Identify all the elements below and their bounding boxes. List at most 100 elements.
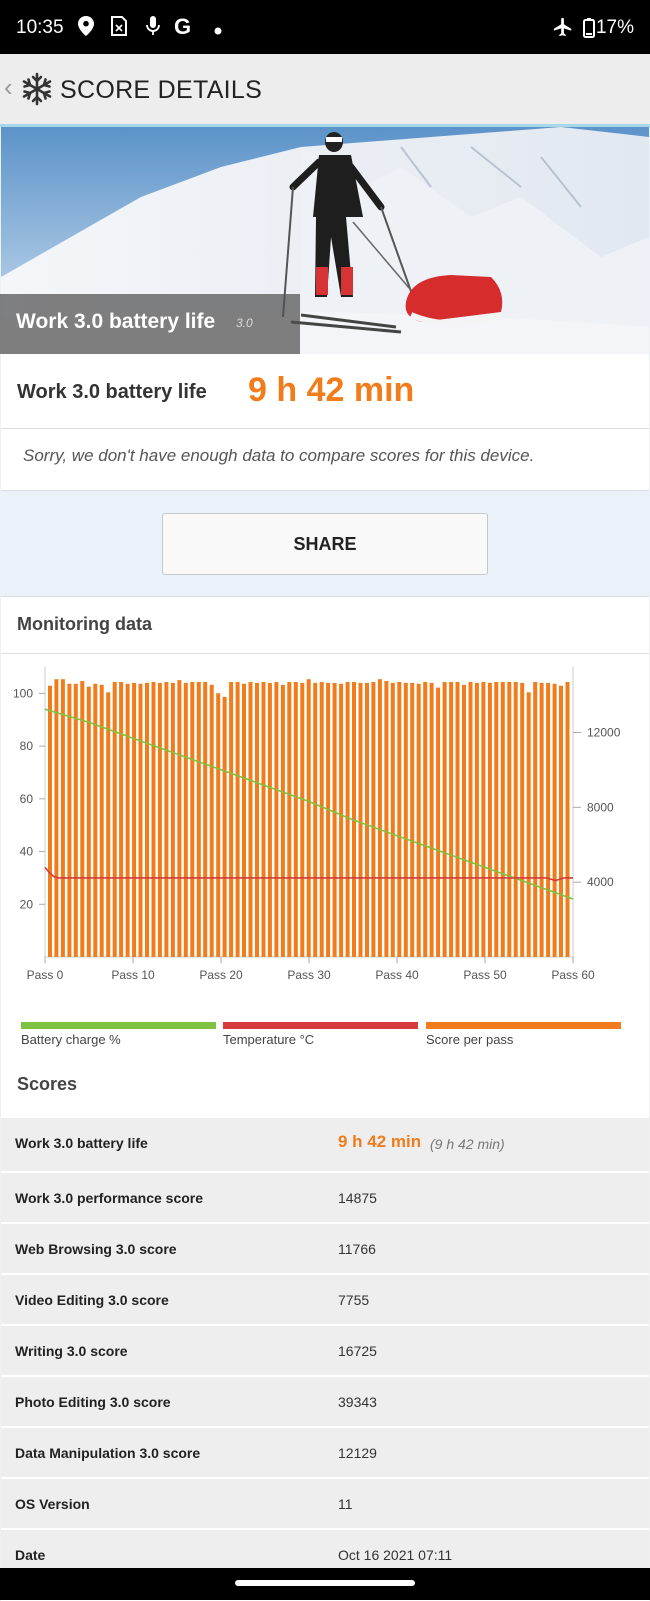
- airplane-icon: [552, 16, 574, 43]
- score-value: 11766: [338, 1241, 376, 1257]
- score-bar: [242, 683, 246, 957]
- table-row: Photo Editing 3.0 score 39343: [1, 1377, 649, 1428]
- hero-caption-version: 3.0: [236, 316, 253, 330]
- score-bar: [216, 693, 221, 957]
- status-bar: 10:35 G 17%: [0, 0, 650, 54]
- score-label: Video Editing 3.0 score: [15, 1292, 169, 1308]
- scores-title: Scores: [17, 1074, 78, 1094]
- score-row-battery-life: Work 3.0 battery life 9 h 42 min (9 h 42…: [1, 1118, 649, 1173]
- back-chevron-icon[interactable]: ‹: [4, 72, 13, 102]
- table-row: Web Browsing 3.0 score 11766: [1, 1224, 649, 1275]
- x-tick-label: Pass 10: [111, 968, 155, 982]
- score-bar: [280, 684, 285, 957]
- score-bar: [384, 681, 389, 957]
- score-bar: [462, 684, 466, 957]
- monitoring-divider: [1, 653, 649, 654]
- score-bar: [54, 679, 59, 957]
- score-value: 11: [338, 1496, 353, 1512]
- battery-icon: [583, 18, 595, 43]
- legend-battery: Battery charge %: [21, 1022, 216, 1047]
- score-label: Photo Editing 3.0 score: [15, 1394, 171, 1410]
- score-value: 12129: [338, 1445, 377, 1461]
- right-tick-label: 12000: [587, 725, 621, 739]
- score-bar: [190, 682, 195, 957]
- score-bar: [546, 682, 551, 957]
- score-bar: [552, 683, 557, 957]
- score-bar: [358, 682, 363, 957]
- temperature-line: [44, 866, 573, 882]
- score-bar: [157, 682, 162, 957]
- monitoring-chart: 20 40 60 80 100 4000 8000 12000 Pass 0 Pass 10 Pas…: [13, 667, 621, 982]
- score-bar: [235, 682, 240, 957]
- result-divider: [1, 428, 649, 429]
- left-tick-label: 80: [20, 739, 34, 753]
- score-bar: [248, 682, 253, 957]
- score-bar: [261, 682, 266, 957]
- x-tick-label: Pass 20: [199, 968, 243, 982]
- score-bar: [487, 682, 492, 957]
- x-tick-label: Pass 40: [375, 968, 419, 982]
- legend-temperature-swatch: [223, 1022, 418, 1029]
- score-bar: [494, 682, 499, 957]
- left-tick-label: 100: [13, 686, 33, 700]
- result-value: 9 h 42 min: [248, 371, 415, 409]
- app-bar: ‹ SCORE DETAILS: [0, 54, 650, 127]
- score-bar: [80, 681, 85, 957]
- score-bar: [559, 685, 563, 957]
- legend-temperature-label: Temperature °C: [223, 1032, 315, 1047]
- score-bar: [203, 682, 208, 957]
- home-gesture-handle[interactable]: [235, 1580, 415, 1586]
- x-tick-label: Pass 30: [287, 968, 331, 982]
- score-bar: [293, 682, 298, 957]
- score-bar: [332, 682, 337, 957]
- score-label: Writing 3.0 score: [15, 1343, 128, 1359]
- mic-icon: [146, 16, 160, 41]
- hero-caption: Work 3.0 battery life 3.0: [0, 294, 300, 354]
- score-bar: [339, 683, 344, 957]
- score-bar: [287, 682, 292, 957]
- x-tick-label: Pass 50: [463, 968, 507, 982]
- score-bar: [429, 682, 434, 957]
- score-bar: [500, 682, 505, 957]
- dot-icon: [214, 19, 222, 40]
- snowflake-icon: [20, 72, 54, 106]
- table-row: OS Version 11: [1, 1479, 649, 1530]
- score-bar: [565, 682, 570, 957]
- score-value-main: 9 h 42 min: [338, 1132, 422, 1151]
- score-bar: [539, 682, 544, 957]
- share-button[interactable]: SHARE: [162, 513, 488, 575]
- monitoring-title: Monitoring data: [17, 614, 152, 634]
- score-bar: [313, 682, 318, 957]
- score-bar: [267, 682, 272, 957]
- google-icon: G: [174, 14, 192, 39]
- score-bar: [86, 686, 91, 957]
- result-card: Work 3.0 battery life 9 h 42 min Sorry, …: [1, 354, 649, 491]
- score-bar: [474, 682, 479, 957]
- battery-line: [44, 708, 574, 900]
- legend-battery-label: Battery charge %: [21, 1032, 121, 1047]
- right-tick-label: 8000: [587, 800, 614, 814]
- score-bar: [125, 683, 130, 957]
- left-tick-label: 60: [20, 792, 34, 806]
- score-value: 7755: [338, 1292, 370, 1308]
- score-bar: [106, 692, 111, 957]
- score-bar: [455, 682, 460, 957]
- battery-percent: 17%: [595, 17, 634, 38]
- table-row: Video Editing 3.0 score 7755: [1, 1275, 649, 1326]
- score-bar: [507, 682, 512, 957]
- score-bar: [196, 682, 201, 957]
- table-row: Writing 3.0 score 16725: [1, 1326, 649, 1377]
- table-row: Data Manipulation 3.0 score 12129: [1, 1428, 649, 1479]
- score-value: 16725: [338, 1343, 377, 1359]
- score-bar: [526, 692, 531, 957]
- score-bar: [145, 682, 149, 957]
- score-bar: [255, 682, 259, 957]
- score-value-sub: (9 h 42 min): [430, 1136, 505, 1152]
- score-bar: [112, 682, 117, 957]
- page-title: SCORE DETAILS: [60, 76, 263, 104]
- left-tick-label: 20: [20, 897, 34, 911]
- score-bar: [132, 682, 137, 957]
- x-tick-label: Pass 0: [27, 968, 64, 982]
- scores-table: Work 3.0 battery life 9 h 42 min (9 h 42…: [1, 1118, 649, 1581]
- score-bar: [93, 683, 98, 957]
